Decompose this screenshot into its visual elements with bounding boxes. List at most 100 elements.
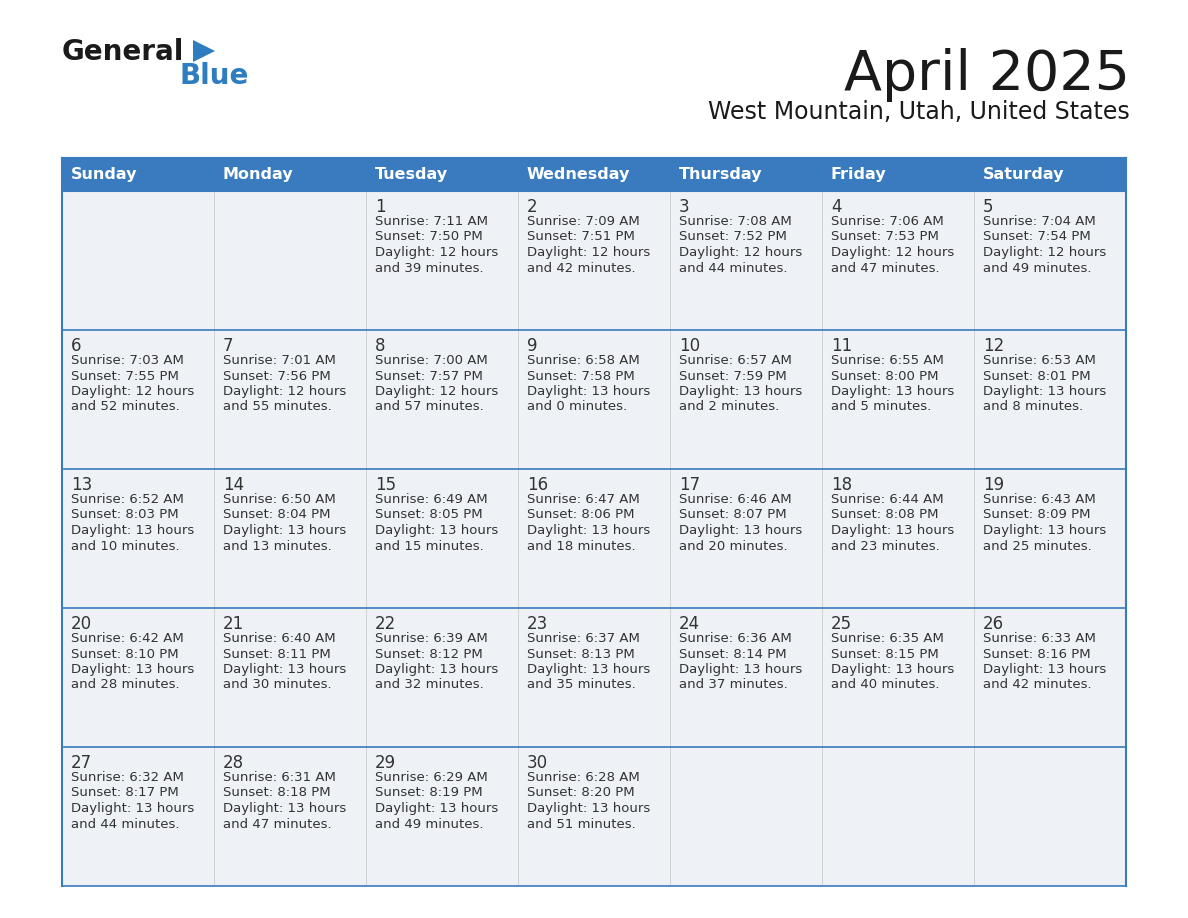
Bar	[518, 608, 670, 747]
Bar	[974, 191, 1126, 330]
Text: Sunrise: 7:00 AM: Sunrise: 7:00 AM	[375, 354, 488, 367]
Text: and 5 minutes.: and 5 minutes.	[830, 400, 931, 413]
Text: Daylight: 12 hours: Daylight: 12 hours	[71, 385, 195, 398]
Text: and 10 minutes.: and 10 minutes.	[71, 540, 179, 553]
Text: 21: 21	[223, 615, 245, 633]
Text: Sunset: 8:01 PM: Sunset: 8:01 PM	[982, 370, 1091, 383]
Text: Sunset: 7:54 PM: Sunset: 7:54 PM	[982, 230, 1091, 243]
Text: Sunset: 8:12 PM: Sunset: 8:12 PM	[375, 647, 482, 660]
Text: Sunset: 7:53 PM: Sunset: 7:53 PM	[830, 230, 939, 243]
Text: Sunrise: 6:39 AM: Sunrise: 6:39 AM	[375, 632, 488, 645]
Text: Daylight: 13 hours: Daylight: 13 hours	[982, 663, 1106, 676]
Text: Wednesday: Wednesday	[527, 167, 631, 182]
Text: and 39 minutes.: and 39 minutes.	[375, 262, 484, 274]
Bar	[518, 747, 670, 886]
Text: 28: 28	[223, 754, 244, 772]
Text: and 47 minutes.: and 47 minutes.	[830, 262, 940, 274]
Bar	[214, 747, 366, 886]
Text: General: General	[62, 38, 184, 66]
Text: Daylight: 13 hours: Daylight: 13 hours	[223, 802, 346, 815]
Bar	[214, 469, 366, 608]
Text: and 30 minutes.: and 30 minutes.	[223, 678, 331, 691]
Bar	[62, 469, 214, 608]
Bar	[214, 191, 366, 330]
Text: and 13 minutes.: and 13 minutes.	[223, 540, 331, 553]
Text: and 18 minutes.: and 18 minutes.	[527, 540, 636, 553]
Bar	[822, 608, 974, 747]
Text: Sunset: 8:00 PM: Sunset: 8:00 PM	[830, 370, 939, 383]
Text: 12: 12	[982, 337, 1004, 355]
Bar	[366, 330, 518, 469]
Text: Sunset: 8:19 PM: Sunset: 8:19 PM	[375, 787, 482, 800]
Text: Sunset: 8:04 PM: Sunset: 8:04 PM	[223, 509, 330, 521]
Text: Tuesday: Tuesday	[375, 167, 448, 182]
Text: 17: 17	[680, 476, 700, 494]
Text: Sunrise: 6:36 AM: Sunrise: 6:36 AM	[680, 632, 791, 645]
Polygon shape	[192, 40, 215, 62]
Text: and 23 minutes.: and 23 minutes.	[830, 540, 940, 553]
Text: Thursday: Thursday	[680, 167, 763, 182]
Text: West Mountain, Utah, United States: West Mountain, Utah, United States	[708, 100, 1130, 124]
Text: Daylight: 13 hours: Daylight: 13 hours	[982, 385, 1106, 398]
Text: and 2 minutes.: and 2 minutes.	[680, 400, 779, 413]
Text: Daylight: 13 hours: Daylight: 13 hours	[375, 663, 498, 676]
Text: and 44 minutes.: and 44 minutes.	[71, 818, 179, 831]
Text: and 42 minutes.: and 42 minutes.	[527, 262, 636, 274]
Text: Daylight: 13 hours: Daylight: 13 hours	[375, 802, 498, 815]
Text: Sunrise: 7:01 AM: Sunrise: 7:01 AM	[223, 354, 336, 367]
Text: and 15 minutes.: and 15 minutes.	[375, 540, 484, 553]
Text: Sunset: 8:08 PM: Sunset: 8:08 PM	[830, 509, 939, 521]
Text: and 55 minutes.: and 55 minutes.	[223, 400, 331, 413]
Text: Sunrise: 6:29 AM: Sunrise: 6:29 AM	[375, 771, 488, 784]
Text: 4: 4	[830, 198, 841, 216]
Text: Sunrise: 6:55 AM: Sunrise: 6:55 AM	[830, 354, 944, 367]
Bar	[62, 330, 214, 469]
Text: Daylight: 13 hours: Daylight: 13 hours	[375, 524, 498, 537]
Text: 22: 22	[375, 615, 397, 633]
Text: 26: 26	[982, 615, 1004, 633]
Bar	[214, 330, 366, 469]
Text: and 8 minutes.: and 8 minutes.	[982, 400, 1083, 413]
Text: 5: 5	[982, 198, 993, 216]
Text: 19: 19	[982, 476, 1004, 494]
Text: Sunrise: 6:58 AM: Sunrise: 6:58 AM	[527, 354, 640, 367]
Text: Sunday: Sunday	[71, 167, 138, 182]
Bar	[822, 330, 974, 469]
Text: and 20 minutes.: and 20 minutes.	[680, 540, 788, 553]
Bar	[974, 608, 1126, 747]
Text: Sunset: 7:59 PM: Sunset: 7:59 PM	[680, 370, 786, 383]
Text: Monday: Monday	[223, 167, 293, 182]
Text: Sunset: 8:03 PM: Sunset: 8:03 PM	[71, 509, 178, 521]
Text: Sunset: 8:16 PM: Sunset: 8:16 PM	[982, 647, 1091, 660]
Text: 6: 6	[71, 337, 82, 355]
Text: 29: 29	[375, 754, 396, 772]
Text: Sunset: 7:50 PM: Sunset: 7:50 PM	[375, 230, 482, 243]
Bar	[62, 608, 214, 747]
Text: Sunset: 8:09 PM: Sunset: 8:09 PM	[982, 509, 1091, 521]
Bar	[822, 469, 974, 608]
Text: Sunset: 7:51 PM: Sunset: 7:51 PM	[527, 230, 634, 243]
Text: Blue: Blue	[181, 62, 249, 90]
Bar	[518, 191, 670, 330]
Text: Sunset: 7:56 PM: Sunset: 7:56 PM	[223, 370, 330, 383]
Text: Daylight: 12 hours: Daylight: 12 hours	[680, 246, 802, 259]
Text: Sunrise: 6:28 AM: Sunrise: 6:28 AM	[527, 771, 640, 784]
Text: and 28 minutes.: and 28 minutes.	[71, 678, 179, 691]
Bar	[670, 469, 822, 608]
Text: Sunset: 8:06 PM: Sunset: 8:06 PM	[527, 509, 634, 521]
Text: Daylight: 12 hours: Daylight: 12 hours	[830, 246, 954, 259]
Text: Sunrise: 7:11 AM: Sunrise: 7:11 AM	[375, 215, 488, 228]
Bar	[974, 747, 1126, 886]
Text: 13: 13	[71, 476, 93, 494]
Text: Daylight: 12 hours: Daylight: 12 hours	[982, 246, 1106, 259]
Text: Sunset: 7:55 PM: Sunset: 7:55 PM	[71, 370, 179, 383]
Bar	[670, 191, 822, 330]
Text: and 35 minutes.: and 35 minutes.	[527, 678, 636, 691]
Bar	[214, 608, 366, 747]
Bar	[518, 330, 670, 469]
Text: Sunrise: 7:04 AM: Sunrise: 7:04 AM	[982, 215, 1095, 228]
Text: 25: 25	[830, 615, 852, 633]
Text: Daylight: 13 hours: Daylight: 13 hours	[982, 524, 1106, 537]
Bar	[974, 330, 1126, 469]
Text: and 44 minutes.: and 44 minutes.	[680, 262, 788, 274]
